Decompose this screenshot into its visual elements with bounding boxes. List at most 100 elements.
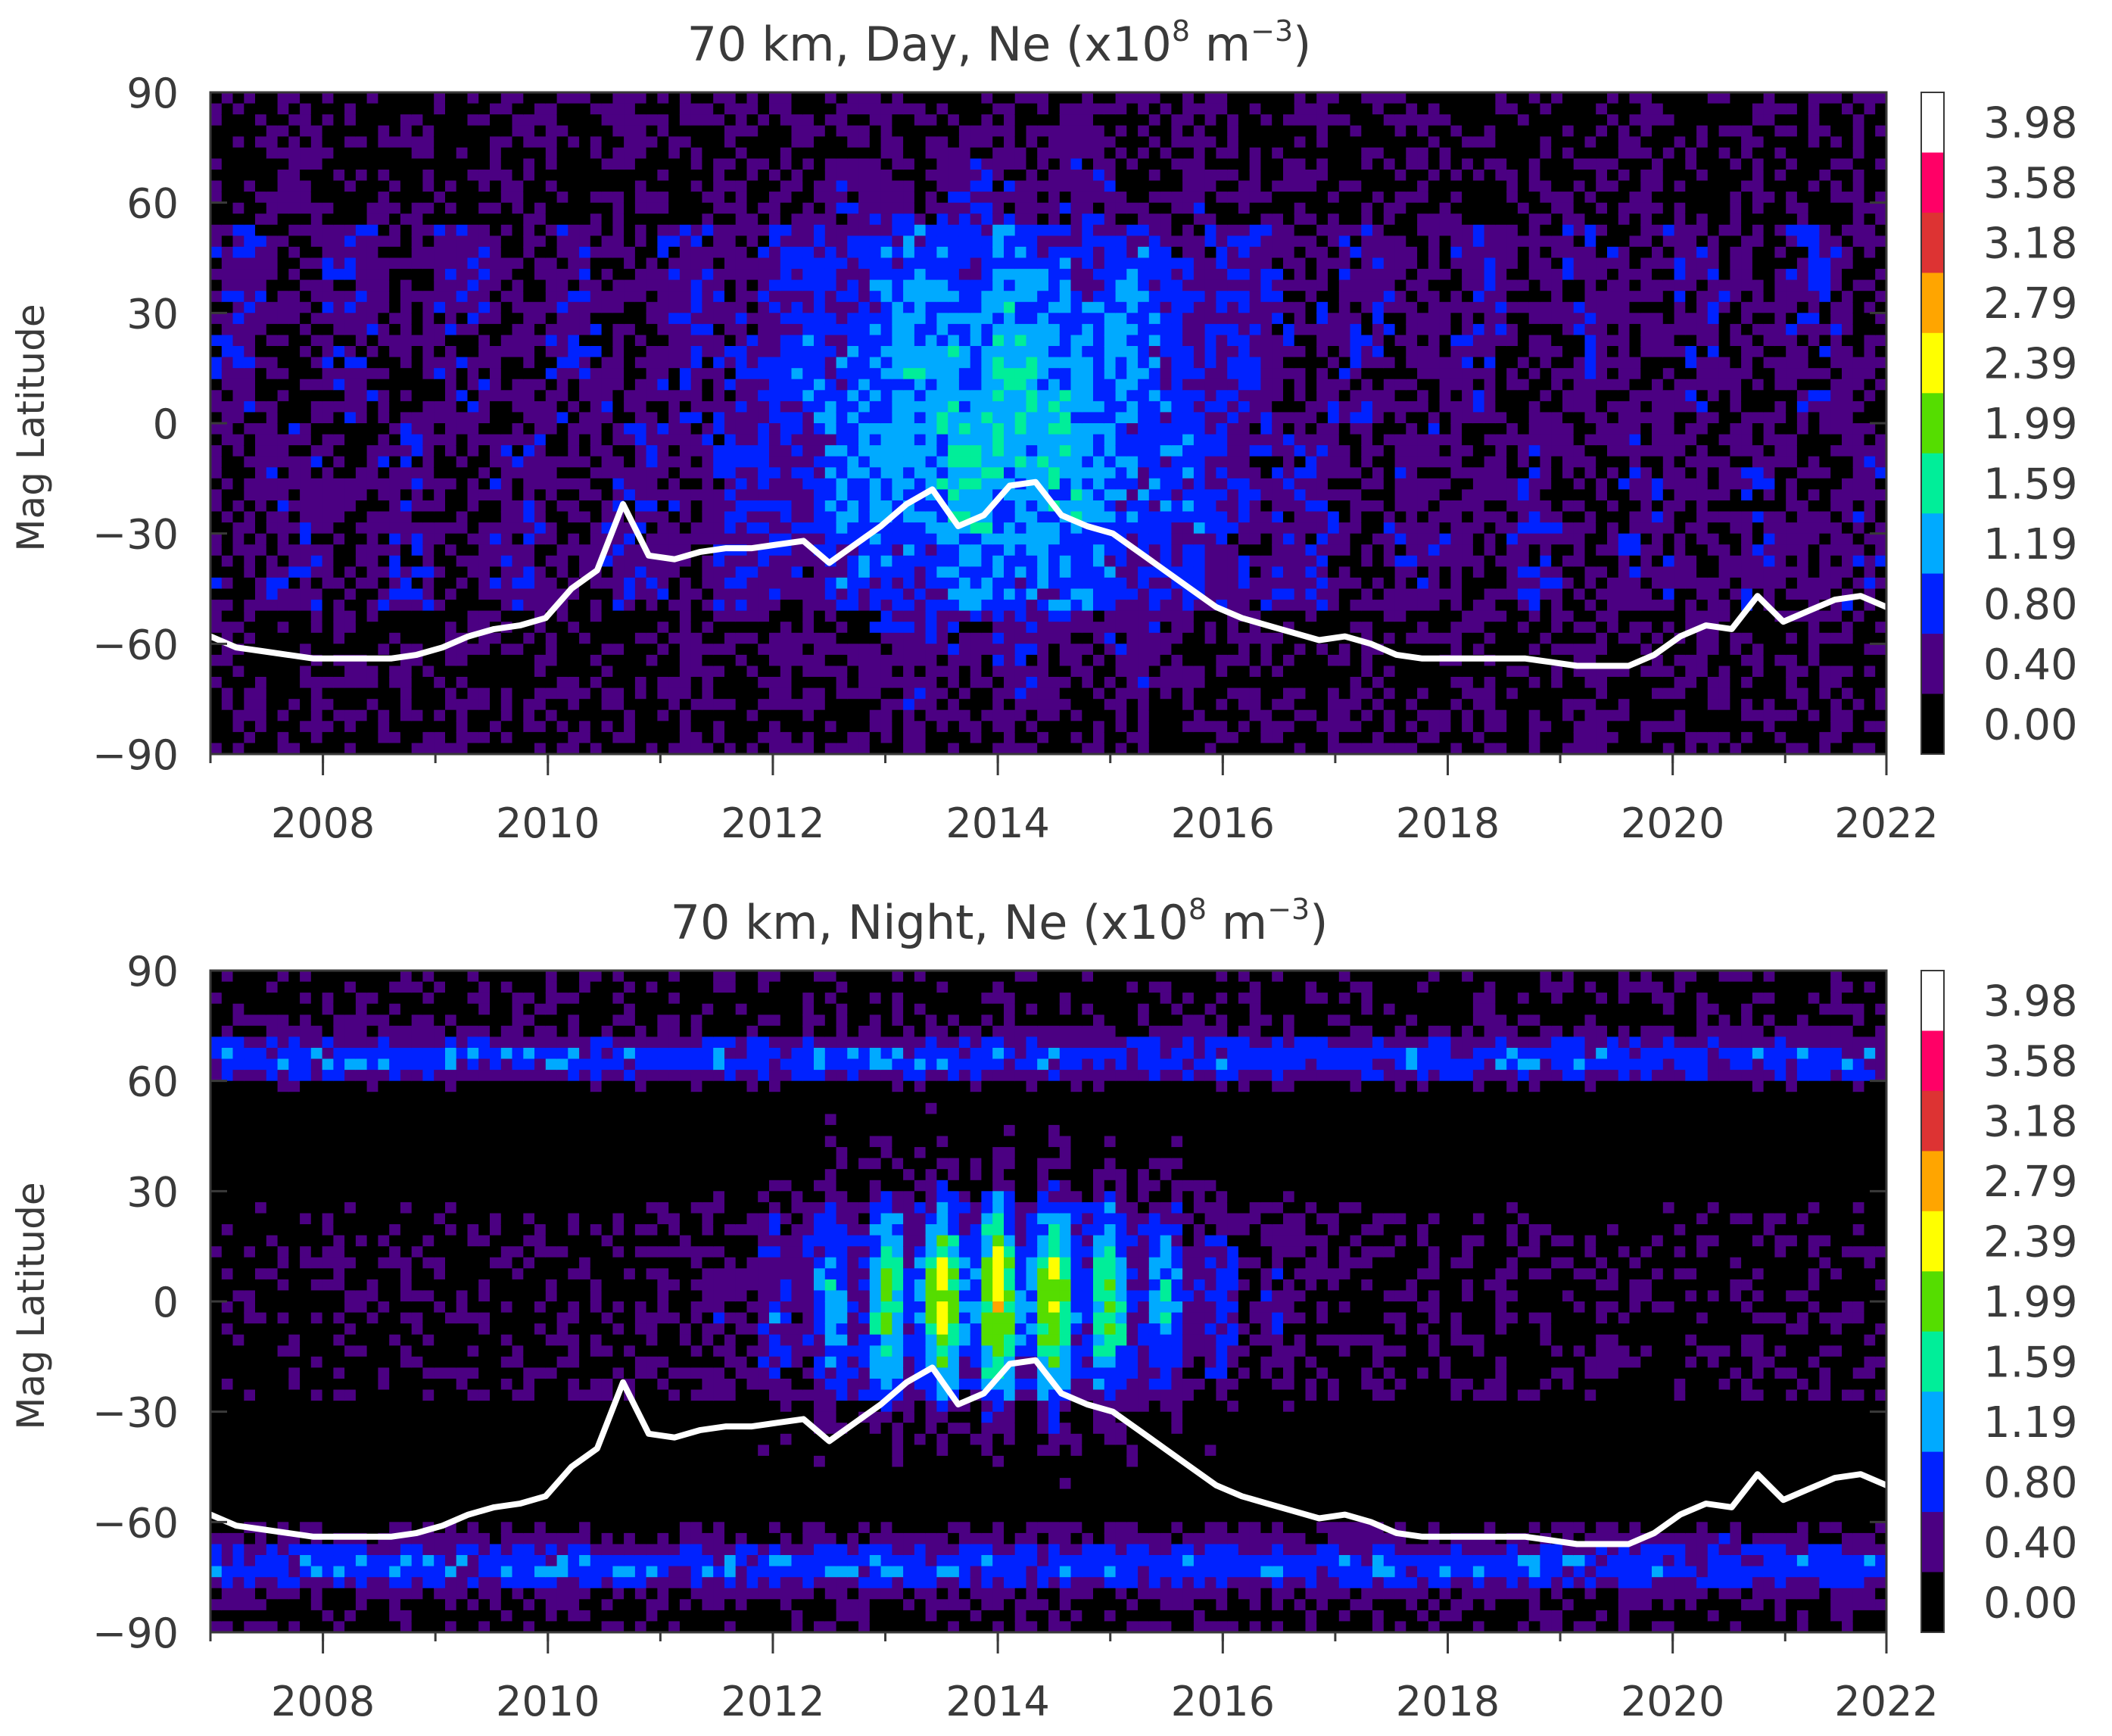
heatmap-cell	[456, 665, 469, 678]
heatmap-cell	[1037, 665, 1049, 678]
heatmap-cell	[847, 577, 859, 590]
heatmap-cell	[814, 522, 826, 535]
heatmap-cell	[490, 687, 502, 700]
heatmap-cell	[1004, 555, 1016, 568]
heatmap-cell	[735, 379, 748, 391]
heatmap-cell	[724, 511, 737, 523]
heatmap-cell	[824, 368, 837, 380]
heatmap-cell	[500, 379, 513, 391]
heatmap-cell	[970, 644, 983, 656]
heatmap-cell	[880, 235, 893, 248]
heatmap-cell	[556, 467, 569, 479]
heatmap-cell	[310, 533, 323, 546]
heatmap-cell	[880, 600, 893, 612]
heatmap-cell	[310, 522, 323, 535]
heatmap-cell	[1037, 566, 1049, 578]
heatmap-cell	[255, 346, 267, 358]
heatmap-cell	[869, 301, 882, 314]
heatmap-cell	[914, 445, 927, 457]
heatmap-cell	[690, 577, 703, 590]
heatmap-cell	[601, 246, 614, 259]
heatmap-cell	[1014, 600, 1027, 612]
heatmap-cell	[344, 269, 357, 281]
heatmap-cell	[1082, 500, 1094, 513]
heatmap-cell	[366, 665, 379, 678]
heatmap-cell	[467, 544, 480, 556]
heatmap-cell	[668, 301, 681, 314]
heatmap-cell	[657, 456, 669, 469]
heatmap-cell	[422, 257, 435, 270]
heatmap-cell	[936, 202, 949, 215]
heatmap-cell	[679, 235, 692, 248]
heatmap-cell	[601, 379, 614, 391]
heatmap-cell	[523, 709, 535, 722]
heatmap-cell	[634, 555, 647, 568]
heatmap-cell	[646, 456, 659, 469]
heatmap-cell	[355, 246, 368, 259]
heatmap-cell	[478, 291, 491, 303]
heatmap-cell	[478, 379, 491, 391]
heatmap-cell	[869, 335, 882, 347]
heatmap-cell	[1093, 533, 1105, 546]
heatmap-cell	[1059, 721, 1072, 733]
heatmap-cell	[869, 423, 882, 435]
heatmap-cell	[903, 600, 915, 612]
heatmap-cell	[735, 224, 748, 237]
heatmap-cell	[1082, 246, 1094, 259]
heatmap-cell	[958, 180, 971, 192]
heatmap-cell	[366, 721, 379, 733]
heatmap-cell	[713, 533, 725, 546]
heatmap-cell	[366, 445, 379, 457]
heatmap-cell	[1026, 644, 1039, 656]
heatmap-cell	[858, 699, 871, 711]
heatmap-cell	[467, 269, 480, 281]
heatmap-cell	[1082, 213, 1094, 226]
heatmap-cell	[445, 136, 457, 148]
heatmap-cell	[958, 246, 971, 259]
heatmap-cell	[322, 323, 335, 336]
heatmap-cell	[1059, 665, 1072, 678]
heatmap-cell	[221, 125, 234, 138]
heatmap-cell	[590, 246, 603, 259]
heatmap-cell	[378, 511, 390, 523]
heatmap-cell	[534, 731, 547, 744]
heatmap-cell	[646, 301, 659, 314]
heatmap-cell	[1026, 577, 1039, 590]
heatmap-cell	[1048, 610, 1061, 622]
heatmap-cell	[713, 400, 725, 413]
heatmap-cell	[478, 434, 491, 446]
heatmap-cell	[679, 390, 692, 402]
heatmap-cell	[1070, 699, 1083, 711]
heatmap-cell	[378, 478, 390, 491]
heatmap-cell	[500, 500, 513, 513]
heatmap-cell	[1126, 588, 1139, 600]
heatmap-cell	[679, 665, 692, 678]
heatmap-cell	[1014, 588, 1027, 600]
heatmap-cell	[892, 456, 904, 469]
heatmap-cell	[1126, 677, 1139, 689]
heatmap-cell	[746, 180, 759, 192]
heatmap-cell	[1115, 566, 1128, 578]
heatmap-cell	[814, 489, 826, 501]
heatmap-cell	[322, 147, 335, 160]
heatmap-cell	[1115, 412, 1128, 424]
heatmap-cell	[500, 170, 513, 182]
heatmap-cell	[266, 699, 279, 711]
heatmap-cell	[512, 357, 525, 369]
heatmap-cell	[668, 687, 681, 700]
heatmap-cell	[657, 291, 669, 303]
heatmap-cell	[1126, 687, 1139, 700]
heatmap-cell	[791, 257, 804, 270]
heatmap-cell	[769, 412, 781, 424]
heatmap-cell	[1115, 313, 1128, 325]
heatmap-cell	[556, 677, 569, 689]
heatmap-cell	[523, 677, 535, 689]
heatmap-cell	[746, 368, 759, 380]
heatmap-cell	[970, 180, 983, 192]
heatmap-cell	[277, 235, 290, 248]
heatmap-cell	[958, 687, 971, 700]
heatmap-cell	[434, 291, 446, 303]
heatmap-cell	[970, 677, 983, 689]
heatmap-cell	[824, 400, 837, 413]
heatmap-cell	[568, 390, 580, 402]
